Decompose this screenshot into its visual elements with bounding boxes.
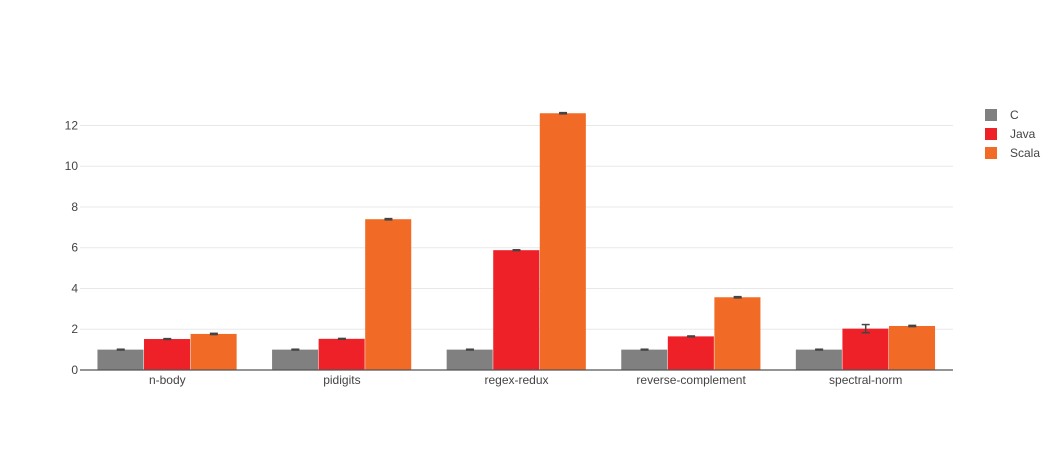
legend-swatch [985, 128, 997, 140]
bar-java-regex-redux[interactable] [493, 250, 540, 370]
bar-c-n-body[interactable] [97, 349, 144, 370]
bar-scala-n-body[interactable] [190, 333, 237, 370]
y-tick-label: 10 [65, 159, 79, 173]
bar-c-reverse-complement[interactable] [621, 349, 668, 370]
x-tick-label: regex-redux [484, 373, 548, 387]
grid [80, 124, 953, 330]
legend-item-java[interactable]: Java [985, 127, 1036, 141]
y-axis-ticks: 0 2 4 6 8 10 12 [65, 118, 79, 377]
y-tick-label: 4 [71, 281, 78, 295]
y-tick-label: 2 [71, 322, 78, 336]
bar-java-spectral-norm[interactable] [842, 328, 889, 370]
bar-java-reverse-complement[interactable] [667, 336, 714, 370]
x-tick-label: reverse-complement [636, 373, 746, 387]
bar-scala-pidigits[interactable] [365, 219, 412, 370]
bar-java-n-body[interactable] [144, 339, 191, 370]
legend-swatch [985, 109, 997, 121]
legend-item-c[interactable]: C [985, 108, 1019, 122]
x-tick-label: n-body [149, 373, 186, 387]
x-tick-label: spectral-norm [829, 373, 902, 387]
x-tick-label: pidigits [323, 373, 360, 387]
legend-swatch [985, 147, 997, 159]
y-tick-label: 12 [65, 118, 79, 132]
y-tick-label: 6 [71, 241, 78, 255]
bar-scala-regex-redux[interactable] [539, 113, 586, 370]
bar-scala-reverse-complement[interactable] [714, 297, 761, 370]
bar-c-spectral-norm[interactable] [795, 349, 842, 370]
legend-label: Java [1010, 127, 1036, 141]
bars [97, 113, 936, 370]
x-axis-ticks: n-body pidigits regex-redux reverse-complem… [149, 373, 902, 387]
legend-item-scala[interactable]: Scala [985, 146, 1040, 160]
bar-c-pidigits[interactable] [272, 349, 319, 370]
legend-label: Scala [1010, 146, 1040, 160]
y-tick-label: 8 [71, 200, 78, 214]
bar-c-regex-redux[interactable] [446, 349, 493, 370]
legend[interactable]: C Java Scala [985, 108, 1040, 160]
error-bars [116, 111, 917, 351]
bar-scala-spectral-norm[interactable] [888, 325, 936, 370]
y-tick-label: 0 [71, 363, 78, 377]
legend-label: C [1010, 108, 1019, 122]
bar-java-pidigits[interactable] [318, 338, 365, 370]
